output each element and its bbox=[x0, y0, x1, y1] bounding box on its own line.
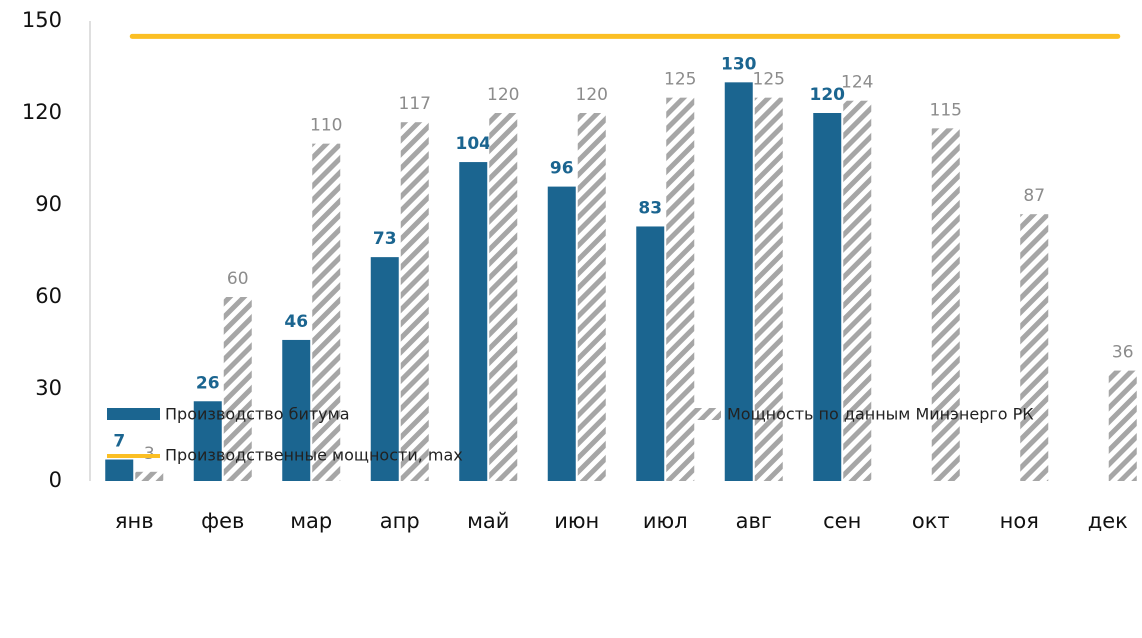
legend-label: Мощность по данным Минэнерго РК bbox=[727, 405, 1034, 424]
legend-swatch bbox=[668, 408, 721, 420]
data-label: 7 bbox=[113, 432, 125, 452]
bar bbox=[459, 162, 488, 482]
data-label: 26 bbox=[196, 373, 220, 393]
data-label: 87 bbox=[1023, 186, 1045, 206]
bar bbox=[754, 97, 783, 482]
data-label: 125 bbox=[664, 70, 696, 90]
data-label: 110 bbox=[310, 116, 342, 136]
data-label: 3 bbox=[144, 444, 155, 464]
bar bbox=[312, 143, 341, 481]
data-label: 115 bbox=[930, 100, 962, 120]
bar bbox=[813, 113, 842, 481]
bar bbox=[370, 257, 399, 481]
bar bbox=[193, 401, 222, 481]
data-label: 46 bbox=[284, 312, 308, 332]
x-tick-label: фев bbox=[201, 509, 244, 533]
data-label: 120 bbox=[576, 85, 608, 105]
bar bbox=[489, 113, 518, 481]
x-tick-label: июн bbox=[554, 509, 599, 533]
x-tick-label: апр bbox=[380, 509, 420, 533]
y-tick-label: 120 bbox=[22, 100, 62, 124]
bar bbox=[931, 128, 960, 482]
legend-label: Производственные мощности, max bbox=[165, 446, 463, 465]
x-tick-label: ноя bbox=[1000, 509, 1039, 533]
y-tick-label: 0 bbox=[49, 468, 62, 492]
data-label: 96 bbox=[550, 159, 574, 179]
bar bbox=[1108, 370, 1137, 481]
y-tick-label: 60 bbox=[35, 284, 62, 308]
data-label: 124 bbox=[841, 73, 873, 93]
legend-swatch bbox=[107, 408, 160, 420]
x-tick-label: июл bbox=[643, 509, 688, 533]
x-tick-label: сен bbox=[823, 509, 861, 533]
bar bbox=[105, 459, 134, 481]
data-label: 125 bbox=[753, 70, 785, 90]
x-tick-label: дек bbox=[1088, 509, 1128, 533]
x-tick-label: май bbox=[467, 509, 509, 533]
data-label: 130 bbox=[721, 54, 757, 74]
y-tick-label: 150 bbox=[22, 8, 62, 32]
data-label: 120 bbox=[487, 85, 519, 105]
data-label: 83 bbox=[638, 198, 662, 218]
bar bbox=[577, 113, 606, 481]
data-label: 73 bbox=[373, 229, 397, 249]
bar bbox=[666, 97, 695, 482]
legend-label: Производство битума bbox=[165, 405, 350, 424]
x-tick-label: окт bbox=[912, 509, 950, 533]
x-tick-label: янв bbox=[115, 509, 154, 533]
bar bbox=[400, 122, 429, 481]
bar bbox=[724, 82, 753, 481]
data-label: 117 bbox=[399, 94, 431, 114]
x-tick-label: мар bbox=[290, 509, 332, 533]
bar bbox=[843, 100, 872, 481]
bar bbox=[135, 471, 164, 481]
y-tick-label: 90 bbox=[35, 192, 62, 216]
bar bbox=[223, 297, 252, 481]
bar bbox=[547, 186, 576, 481]
data-label: 120 bbox=[810, 85, 846, 105]
bar bbox=[636, 226, 665, 481]
data-label: 36 bbox=[1112, 343, 1134, 363]
data-label: 104 bbox=[456, 134, 492, 154]
x-tick-label: авг bbox=[736, 509, 772, 533]
bar bbox=[1020, 214, 1049, 481]
bar bbox=[282, 339, 311, 481]
y-tick-label: 30 bbox=[35, 376, 62, 400]
data-label: 60 bbox=[227, 269, 249, 289]
